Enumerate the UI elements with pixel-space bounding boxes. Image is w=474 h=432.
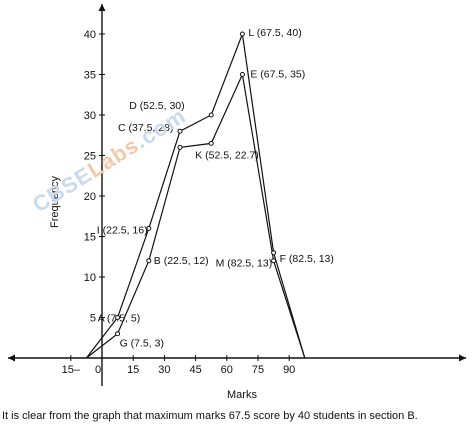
data-point: [146, 225, 152, 231]
x-tick-label: 15: [127, 364, 139, 376]
point-label: I (22.5, 16): [97, 224, 148, 236]
y-tick-label: 30: [84, 110, 96, 122]
y-tick-label: 15: [84, 232, 96, 244]
y-tick-label: 20: [84, 191, 96, 203]
y-axis-arrow: [98, 4, 106, 11]
series-line-1: [85, 31, 306, 359]
y-tick-label: 25: [84, 151, 96, 163]
x-axis-arrow: [459, 354, 466, 362]
point-label: D (52.5, 30): [129, 100, 184, 112]
data-point: [177, 144, 183, 150]
x-tick-label: 45: [189, 364, 201, 376]
y-tick-label: 5: [90, 313, 96, 325]
point-label: C (37.5, 28): [118, 122, 173, 134]
data-point: [115, 331, 121, 337]
y-axis-title: Frequency: [49, 176, 61, 228]
data-point: [239, 31, 245, 37]
y-tick-label: 35: [84, 70, 96, 82]
point-label: L (67.5, 40): [248, 27, 301, 39]
x-tick-label: 30: [158, 364, 170, 376]
point-label: M (82.5, 13): [216, 258, 273, 270]
x-axis-ticks: 15– 0 15 30 45 60 75 90: [62, 355, 295, 376]
point-label: K (52.5, 22.7): [195, 149, 259, 161]
x-tick-label: 0: [95, 364, 101, 376]
caption: It is clear from the graph that maximum …: [2, 410, 418, 422]
x-tick-label: 15–: [62, 364, 81, 376]
y-tick-label: 10: [84, 272, 96, 284]
point-label: F (82.5, 13): [280, 253, 334, 265]
frequency-polygon-chart: 5 10 15 20 25 30 35 40 15– 0 15 30 45 60 75 90 A (7.5,…: [8, 4, 466, 401]
data-point: [208, 112, 214, 118]
axes: [8, 4, 466, 386]
y-tick-label: 40: [84, 29, 96, 41]
data-point: [177, 128, 183, 134]
x-tick-label: 60: [221, 364, 233, 376]
data-point: [271, 250, 277, 256]
series-points: [115, 31, 277, 337]
point-labels: A (7.5, 5) I (22.5, 16) C (37.5, 28) D (52.…: [97, 27, 334, 350]
point-label: G (7.5, 3): [120, 338, 164, 350]
data-point: [146, 258, 152, 264]
data-point: [239, 72, 245, 77]
x-tick-label: 90: [283, 364, 295, 376]
series-line-2: [86, 72, 306, 359]
point-label: E (67.5, 35): [250, 69, 305, 81]
point-label: A (7.5, 5): [98, 313, 141, 325]
x-tick-label: 75: [252, 364, 264, 376]
x-axis-title: Marks: [227, 389, 257, 401]
data-point: [271, 258, 277, 264]
data-point: [115, 315, 121, 320]
x-axis-arrow-left: [8, 354, 15, 362]
y-axis-ticks: 5 10 15 20 25 30 35 40: [84, 29, 105, 325]
point-label: B (22.5, 12): [154, 255, 209, 267]
series-lines: [85, 31, 306, 359]
data-point: [208, 140, 214, 146]
